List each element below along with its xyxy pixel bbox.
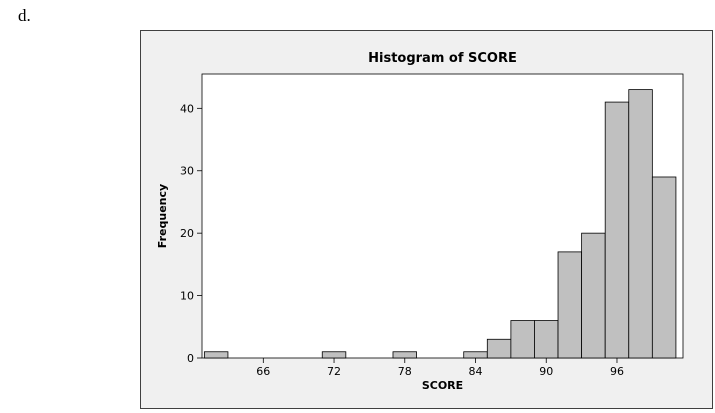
- x-tick-label: 96: [610, 365, 624, 378]
- y-tick-label: 20: [180, 227, 194, 240]
- x-axis-label: SCORE: [422, 379, 463, 392]
- histogram-figure: Histogram of SCORE 66 72 78 84 90 96 0 10 20 30 40…: [140, 30, 713, 409]
- histogram-bar: [581, 232, 606, 359]
- histogram-bar: [651, 176, 677, 359]
- y-tick-label: 30: [180, 165, 194, 178]
- axes-group: 66 72 78 84 90 96 0 10 20 30 40: [180, 102, 624, 378]
- histogram-bar: [534, 320, 559, 359]
- histogram-bar: [463, 351, 488, 359]
- histogram-bar: [321, 351, 347, 359]
- x-tick-label: 90: [539, 365, 553, 378]
- chart-title: Histogram of SCORE: [368, 51, 517, 66]
- histogram-bar: [203, 351, 229, 359]
- histogram-chart: Histogram of SCORE 66 72 78 84 90 96 0 10 20 30 40…: [156, 51, 684, 392]
- y-tick-label: 10: [180, 290, 194, 303]
- histogram-bar: [486, 338, 512, 359]
- y-axis-label: Frequency: [156, 184, 169, 248]
- histogram-bar: [604, 101, 630, 359]
- histogram-bar: [392, 351, 417, 359]
- y-tick-label: 40: [180, 102, 194, 115]
- histogram-bar: [628, 89, 653, 359]
- histogram-bar: [510, 320, 535, 359]
- x-tick-label: 66: [256, 365, 270, 378]
- y-tick-label: 0: [187, 352, 194, 365]
- x-tick-label: 72: [327, 365, 341, 378]
- bars-group: [203, 89, 677, 359]
- question-label: d.: [18, 6, 31, 25]
- x-tick-label: 78: [398, 365, 412, 378]
- x-tick-label: 84: [469, 365, 483, 378]
- histogram-bar: [557, 251, 583, 359]
